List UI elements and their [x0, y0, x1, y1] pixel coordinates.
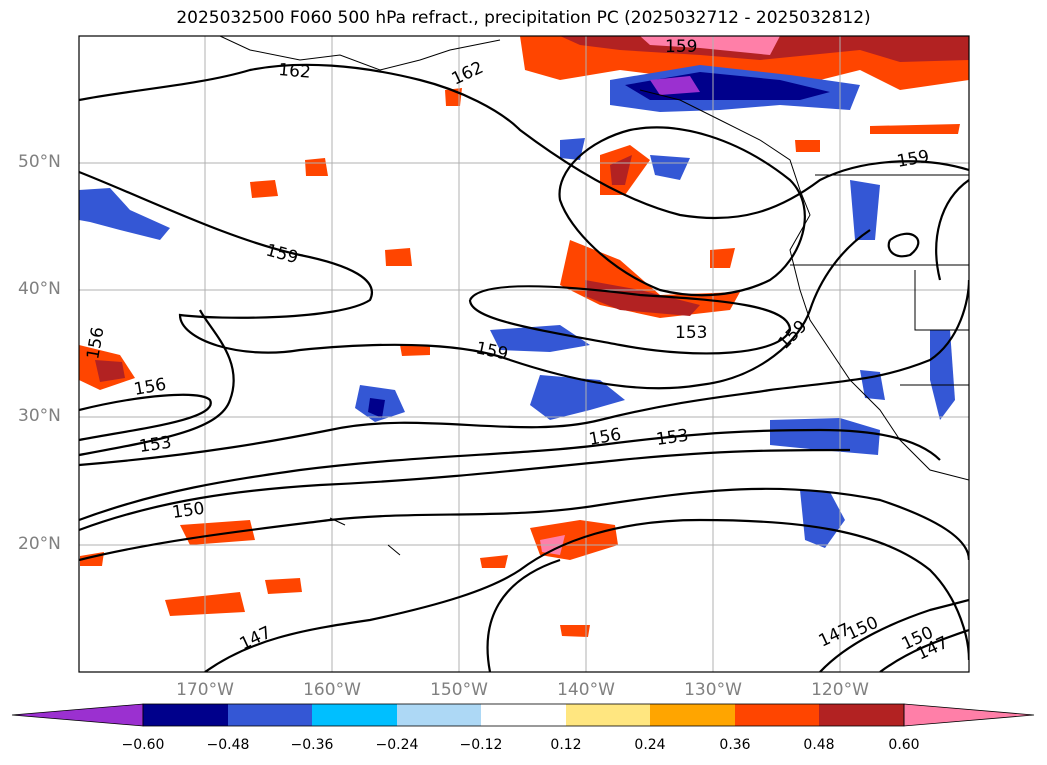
contours [79, 63, 969, 672]
lon-label: 150°W [430, 680, 488, 700]
colorbar-bin [312, 704, 397, 726]
contour-label: 159 [895, 147, 930, 172]
contour-label: 162 [278, 60, 312, 83]
colorbar-tick: −0.48 [206, 737, 250, 753]
colorbar-tick: 0.12 [550, 737, 582, 753]
colorbar-tick: 0.36 [719, 737, 751, 753]
colorbar-tick: 0.48 [803, 737, 835, 753]
map-title: 2025032500 F060 500 hPa refract., precip… [176, 8, 871, 28]
contour-label: 153 [655, 426, 690, 450]
colorbar-tick: −0.60 [121, 737, 165, 753]
colorbar-extend-low [11, 703, 144, 727]
contour-label: 147 [237, 623, 275, 655]
lon-label: 140°W [557, 680, 615, 700]
colorbar-tick: 0.24 [634, 737, 666, 753]
lon-label: 130°W [684, 680, 742, 700]
lat-label: 30°N [18, 406, 61, 426]
map-frame [78, 35, 970, 673]
colorbar-tick: −0.24 [375, 737, 419, 753]
coastlines [219, 36, 969, 556]
contour-label: 150 [171, 499, 206, 523]
colorbar-extend-high [903, 703, 1035, 727]
colorbar-bin [735, 704, 819, 726]
colorbar-bin [481, 704, 566, 726]
colorbar-tick: 0.60 [888, 737, 920, 753]
contour-label: 153 [675, 323, 707, 343]
lon-label: 170°W [176, 680, 234, 700]
lon-label: 160°W [303, 680, 361, 700]
colorbar-tick: −0.12 [459, 737, 503, 753]
colorbar-bin [143, 704, 228, 726]
map-area: 162 162 159 159 159 159 159 156 156 156 … [79, 36, 969, 672]
precip-shading [79, 36, 969, 637]
contour-label: 156 [587, 425, 622, 450]
contour-label: 153 [138, 433, 173, 457]
lat-label: 50°N [18, 152, 61, 172]
colorbar-bin [566, 704, 650, 726]
colorbar-bin [397, 704, 481, 726]
colorbar-tick: −0.36 [290, 737, 334, 753]
lon-label: 120°W [811, 680, 869, 700]
contour-label: 159 [264, 241, 301, 269]
colorbar-bin [650, 704, 735, 726]
lat-label: 20°N [18, 534, 61, 554]
contour-label: 159 [665, 37, 697, 57]
lat-label: 40°N [18, 279, 61, 299]
colorbar [11, 703, 1035, 727]
contour-label: 162 [449, 58, 487, 90]
colorbar-bin [819, 704, 904, 726]
colorbar-bin [228, 704, 312, 726]
